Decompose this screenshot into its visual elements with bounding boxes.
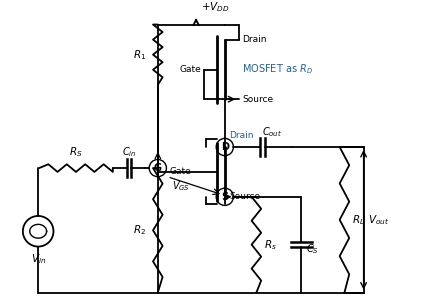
Text: $V_{in}$: $V_{in}$ <box>30 252 46 266</box>
Text: $C_{out}$: $C_{out}$ <box>262 126 282 139</box>
Text: D: D <box>221 142 229 152</box>
Text: MOSFET as $R_D$: MOSFET as $R_D$ <box>242 63 313 76</box>
Text: $R_L$: $R_L$ <box>352 213 365 227</box>
Text: $V_{out}$: $V_{out}$ <box>368 213 389 227</box>
Text: Gate: Gate <box>169 168 191 176</box>
Text: Source: Source <box>230 192 261 201</box>
Text: $C_S$: $C_S$ <box>306 243 319 256</box>
Text: S: S <box>221 192 228 202</box>
Text: $R_2$: $R_2$ <box>133 223 146 237</box>
Text: $C_{in}$: $C_{in}$ <box>122 146 136 160</box>
Text: Source: Source <box>242 95 273 104</box>
Text: Drain: Drain <box>242 35 266 44</box>
Text: Drain: Drain <box>230 131 254 140</box>
Text: $R_S$: $R_S$ <box>69 146 82 160</box>
Text: G: G <box>154 163 162 173</box>
Text: $R_1$: $R_1$ <box>133 48 146 62</box>
Text: Gate: Gate <box>179 65 201 74</box>
Text: $R_s$: $R_s$ <box>264 238 277 251</box>
Text: $+V_{DD}$: $+V_{DD}$ <box>201 0 229 14</box>
Text: $V_{GS}$: $V_{GS}$ <box>172 179 190 193</box>
